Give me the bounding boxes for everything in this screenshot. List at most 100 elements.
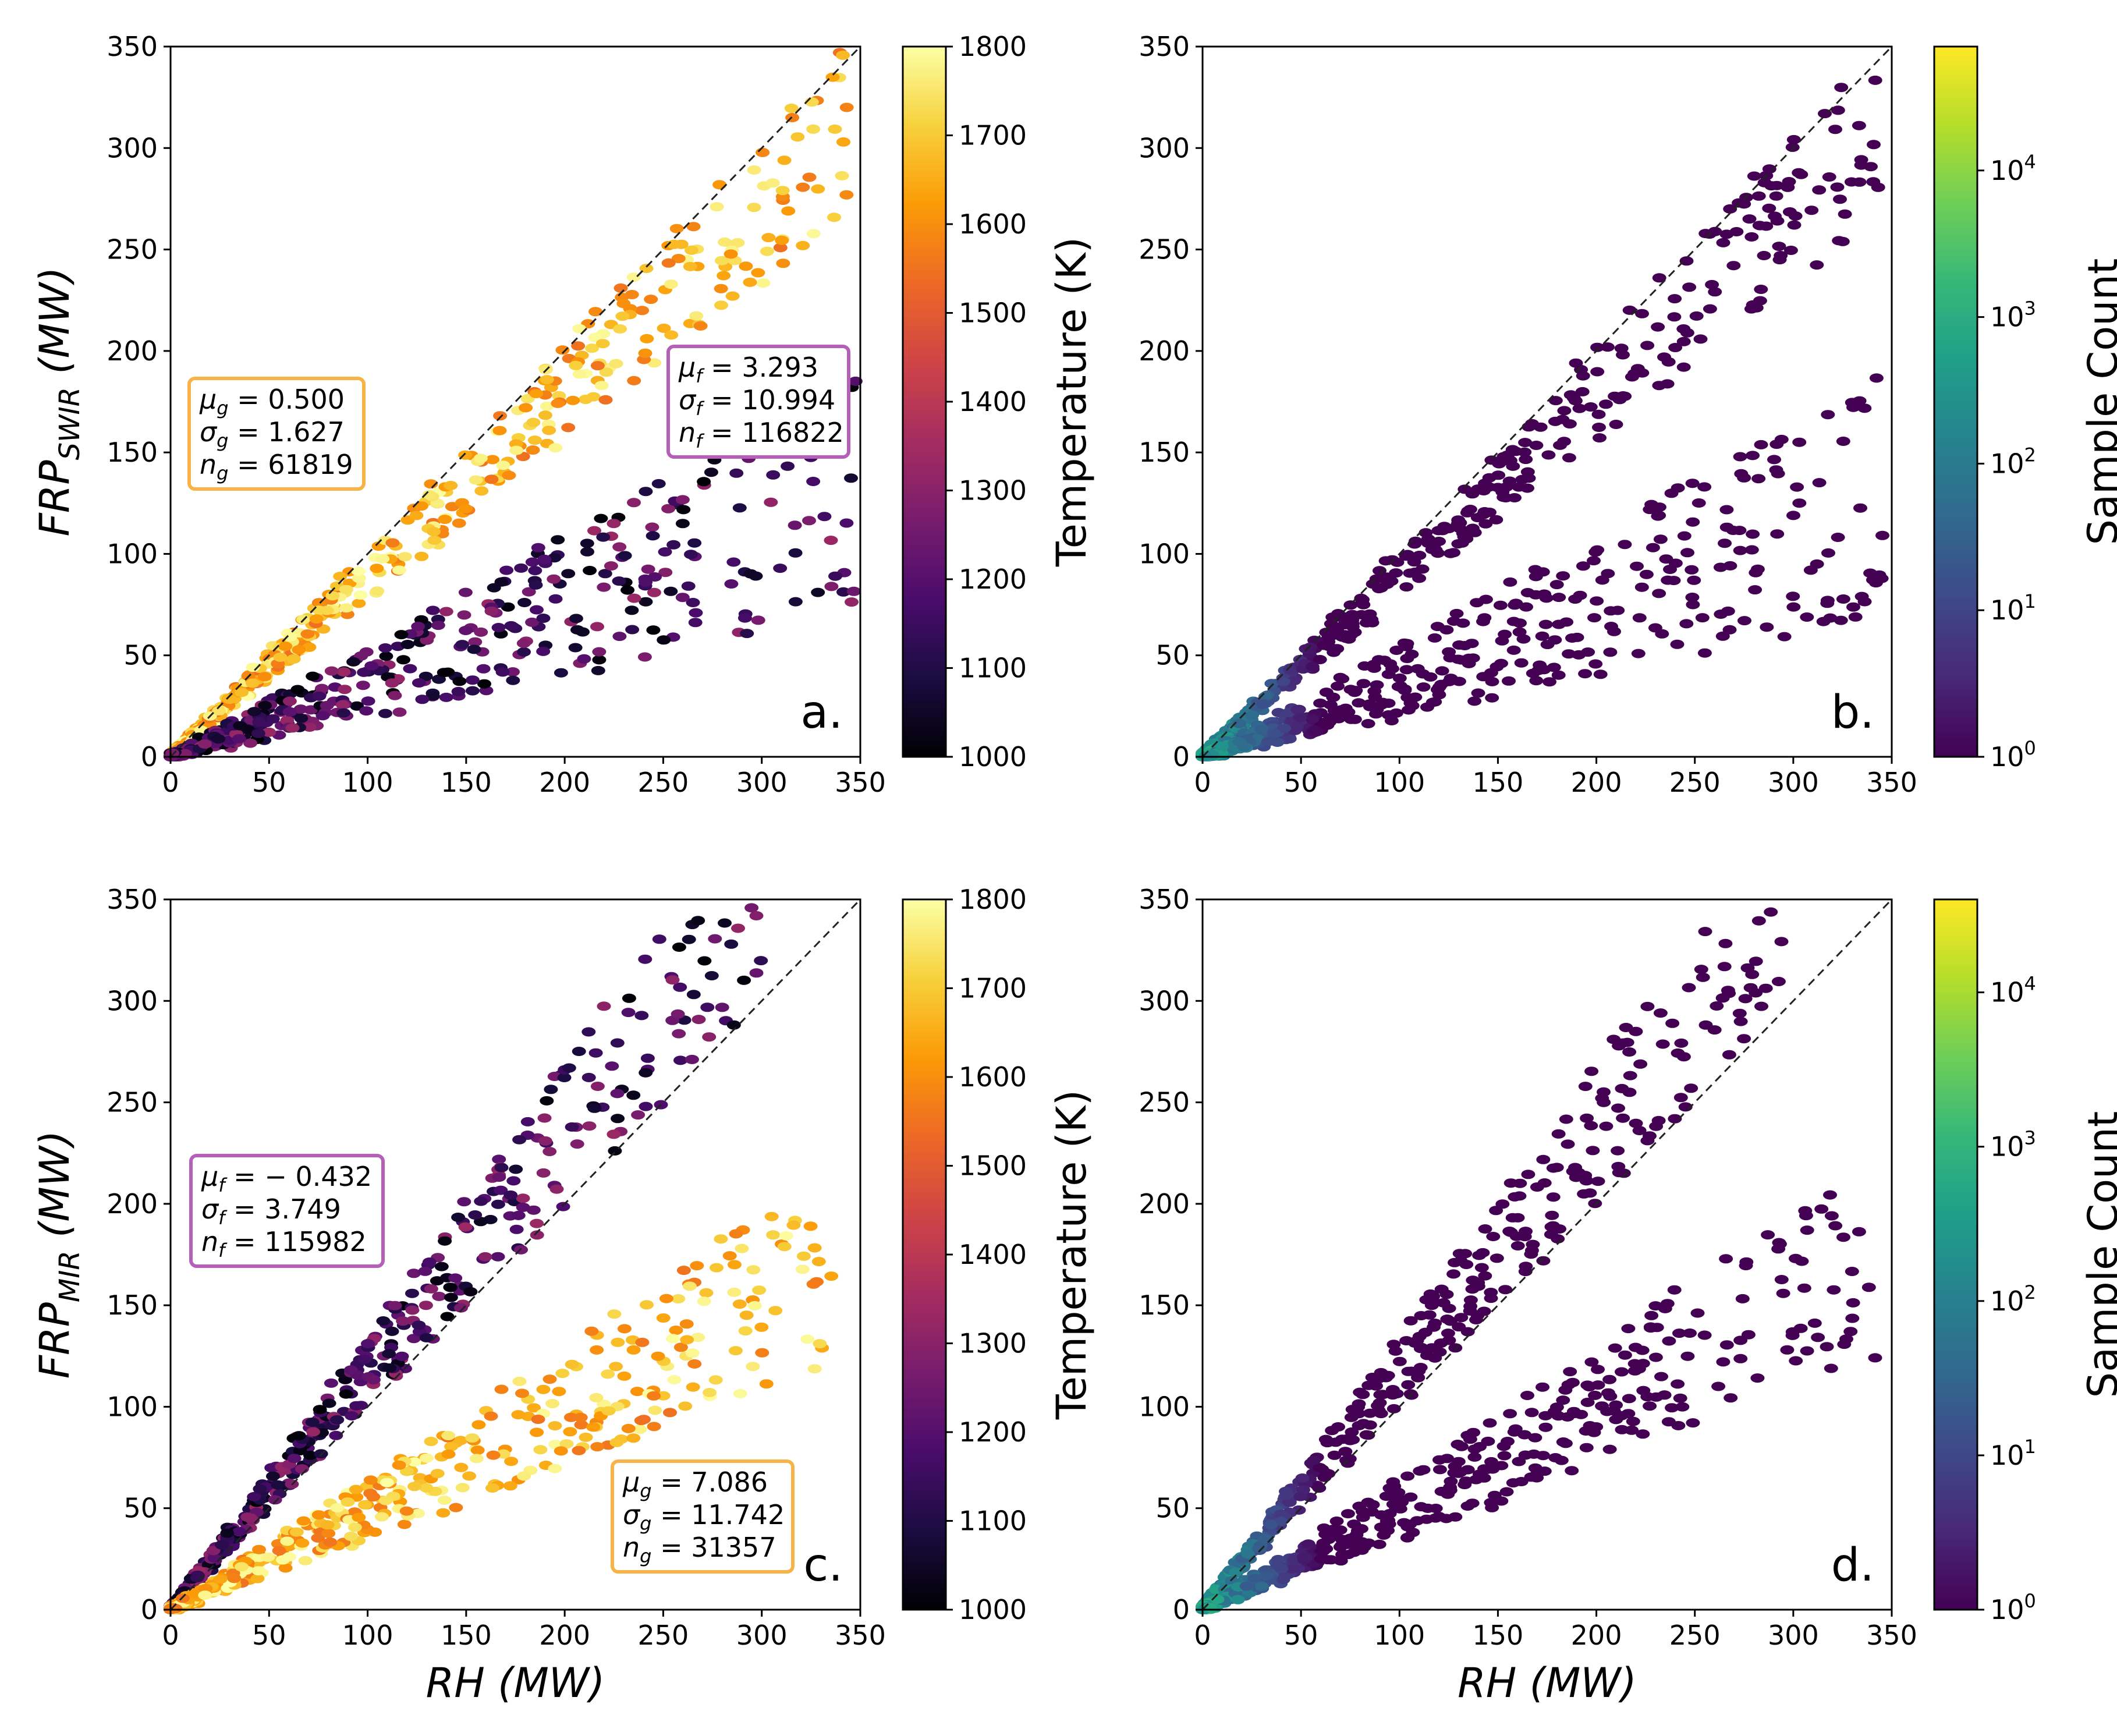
data-point [512,1135,527,1145]
y-tick-label: 250 [1139,234,1190,265]
data-point [1377,1530,1391,1540]
data-point [1557,406,1572,416]
y-tick-label: 350 [107,31,158,62]
data-point [1714,610,1728,619]
data-point [733,1388,747,1398]
data-point [1299,1553,1313,1563]
data-point [1590,596,1604,606]
data-point [1323,632,1338,642]
data-point [839,518,854,528]
data-point [406,1269,421,1278]
data-point [198,1590,212,1600]
data-point [637,652,652,662]
data-point [1252,1544,1267,1554]
data-point [1580,1113,1594,1123]
data-point [509,445,524,455]
data-point [353,590,368,600]
data-point [565,1122,579,1132]
colorbar-tick-label: 1300 [959,1328,1027,1359]
tick-exponent: 3 [2024,1127,2036,1149]
y-tick-label: 200 [1139,1188,1190,1220]
data-point [1634,582,1649,592]
data-point [627,375,641,385]
data-point [1751,474,1766,484]
data-point [1749,956,1763,966]
data-point [405,1288,419,1298]
data-point [1614,343,1629,353]
data-point [669,224,684,233]
data-point [1603,647,1618,657]
stat-value: = 1.627 [228,416,344,448]
x-tick-label: 100 [1374,1620,1425,1651]
colorbar-tick-label: 1400 [959,1239,1027,1270]
data-point [1623,1071,1637,1080]
stats-line: nf = 116822 [679,417,844,452]
data-point [607,519,621,529]
data-point [1578,1082,1593,1092]
data-point [1867,140,1881,150]
data-point [271,1480,285,1490]
data-point [1327,1450,1342,1460]
data-point [474,1196,488,1206]
data-point [1512,627,1527,637]
data-point [1305,714,1320,724]
data-point [1695,613,1710,623]
data-point [1561,1139,1575,1149]
data-point [300,629,315,639]
colorbar-gradient [902,45,947,758]
data-point [756,147,770,157]
data-point [286,654,301,664]
data-point [1386,1492,1401,1502]
data-point [306,1427,321,1437]
data-point [1503,577,1517,587]
data-point [811,1257,826,1266]
data-point [1715,993,1730,1003]
x-tick-label: 250 [638,767,689,798]
identity-line-a [169,45,861,758]
y-tick-label: 0 [1173,1594,1190,1625]
data-point [366,1492,381,1502]
scatter-points-b [1196,75,1889,761]
data-point [609,1362,623,1372]
colorbar-gradient [1933,45,1978,758]
data-point [1846,1298,1860,1308]
data-point [1780,1345,1795,1355]
data-point [520,1117,535,1126]
data-point [1412,573,1427,583]
data-point [285,723,300,733]
data-point [1373,566,1386,576]
data-point [1477,486,1491,495]
data-point [1517,1430,1532,1440]
data-point [303,1450,317,1460]
data-point [663,1408,677,1418]
data-point [1577,1189,1591,1199]
data-point [676,1266,691,1276]
tick-base: 10 [1990,1594,2024,1625]
data-point [708,1375,723,1385]
data-point [700,1002,715,1012]
data-point [1460,508,1474,518]
data-point [233,721,247,731]
data-point [1834,83,1849,93]
data-point [330,1415,345,1425]
data-point [458,587,473,597]
data-point [671,254,686,264]
data-point [664,586,678,596]
data-point [526,417,541,427]
plot-frame-d [1201,898,1893,1611]
data-point [587,526,601,536]
colorbar-tick-label: 1000 [959,1594,1027,1625]
data-point [1726,261,1741,271]
data-point [547,574,561,584]
data-point [380,1478,394,1487]
data-point [639,487,653,497]
y-tick-label: 300 [107,132,158,164]
data-point [743,569,758,579]
y-tick-label: 200 [1139,335,1190,367]
data-point [1854,155,1868,165]
data-point [1668,294,1682,304]
data-point [1460,1501,1475,1511]
data-point [1556,1437,1570,1447]
data-point [1520,467,1535,477]
data-point [788,548,803,558]
